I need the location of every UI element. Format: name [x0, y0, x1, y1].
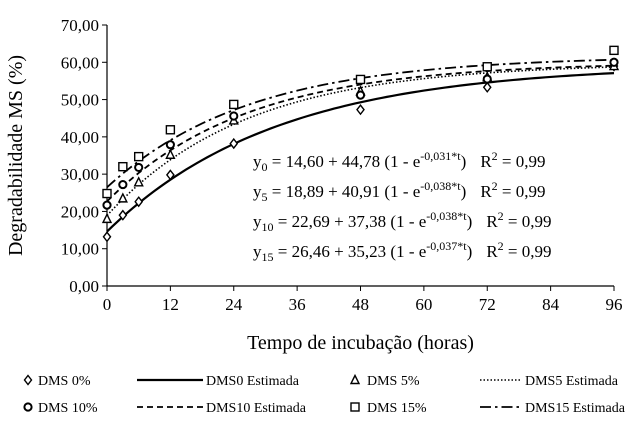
- legend-marker: [23, 402, 33, 412]
- data-point: [229, 99, 239, 110]
- x-tick-label: 72: [479, 295, 496, 314]
- x-tick-label: 96: [606, 295, 623, 314]
- legend-label: DMS0 Estimada: [206, 374, 300, 389]
- axes: 0 12 24 36 48 60 72 84 96 0,00 10,00 20,00 30,00 40,0…: [5, 16, 623, 354]
- x-axis-title: Tempo de incubação (horas): [247, 332, 474, 354]
- data-point: [355, 90, 366, 100]
- data-point: [356, 103, 365, 116]
- data-point: [102, 231, 112, 243]
- data-point: [482, 81, 492, 93]
- data-point: [229, 137, 239, 150]
- data-point: [609, 45, 619, 56]
- x-tick-label: 12: [162, 295, 179, 314]
- x-tick-label: 24: [225, 295, 243, 314]
- data-point: [118, 209, 128, 221]
- data-point: [482, 74, 492, 84]
- data-point: [102, 188, 112, 199]
- x-tick-label: 0: [103, 295, 112, 314]
- data-point: [118, 179, 128, 190]
- equation: y10 = 22,69 + 37,38 (1 - e-0,038*t) R2 = …: [253, 209, 552, 234]
- equations: y0 = 14,60 + 44,78 (1 - e-0,031*t) R2 = 0…: [253, 149, 552, 264]
- data-point: [609, 57, 619, 67]
- data-point: [133, 151, 144, 162]
- legend-label: DMS15 Estimada: [525, 401, 626, 416]
- x-tick-label: 60: [415, 295, 432, 314]
- y-tick-label: 40,00: [61, 128, 99, 147]
- curve-DMS10 Estimada: [106, 64, 615, 203]
- equation: y0 = 14,60 + 44,78 (1 - e-0,031*t) R2 = 0…: [253, 149, 546, 174]
- x-tick-label: 84: [542, 295, 560, 314]
- legend-label: DMS10 Estimada: [206, 401, 307, 416]
- legend-label: DMS 15%: [367, 401, 427, 416]
- legend-label: DMS5 Estimada: [525, 374, 619, 389]
- y-axis-title: Degradabilidade MS (%): [5, 55, 27, 256]
- data-point: [165, 148, 176, 159]
- data-point: [134, 196, 144, 208]
- legend-marker: [349, 373, 361, 385]
- data-point: [355, 74, 366, 85]
- curve-DMS5 Estimada: [106, 66, 615, 217]
- y-tick-label: 0,00: [69, 277, 99, 296]
- y-tick-label: 50,00: [61, 91, 99, 110]
- y-tick-label: 30,00: [61, 165, 99, 184]
- data-point: [133, 176, 144, 187]
- equation: y15 = 26,46 + 35,23 (1 - e-0,037*t) R2 = …: [253, 239, 552, 264]
- data-point: [101, 212, 113, 224]
- y-tick-label: 70,00: [61, 16, 99, 35]
- data-point: [102, 200, 112, 210]
- y-tick-label: 20,00: [61, 202, 99, 221]
- data-point: [117, 192, 128, 203]
- curve-DMS0 Estimada: [106, 72, 615, 233]
- legend-marker: [23, 374, 33, 386]
- legend: DMS 0% DMS0 Estimada DMS 5% DMS5 Estimada DM…: [23, 373, 626, 416]
- legend-label: DMS 5%: [367, 374, 420, 389]
- x-tick-label: 36: [289, 295, 306, 314]
- data-point: [118, 161, 128, 172]
- observed-points: [101, 45, 620, 243]
- x-tick-label: 48: [352, 295, 369, 314]
- equation: y5 = 18,89 + 40,91 (1 - e-0,038*t) R2 = 0…: [253, 179, 546, 204]
- data-point: [134, 162, 144, 173]
- y-tick-label: 60,00: [61, 53, 99, 72]
- legend-label: DMS 0%: [38, 374, 91, 389]
- legend-marker: [350, 402, 360, 412]
- data-point: [165, 125, 176, 135]
- data-point: [482, 62, 492, 72]
- legend-label: DMS 10%: [38, 401, 98, 416]
- data-point: [165, 140, 175, 150]
- data-point: [165, 169, 175, 181]
- y-tick-label: 10,00: [61, 240, 99, 259]
- data-point: [229, 111, 239, 121]
